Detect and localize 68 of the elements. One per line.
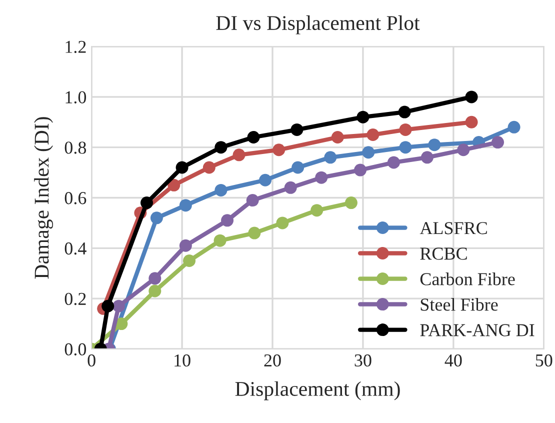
point <box>492 136 504 149</box>
point <box>232 148 246 162</box>
point <box>247 131 260 144</box>
point <box>150 212 163 224</box>
point <box>398 106 411 118</box>
chart-title: DI vs Displacement Plot <box>216 15 420 34</box>
point <box>214 184 228 196</box>
y-tick-label: 0.2 <box>64 292 86 306</box>
x-tick-label: 10 <box>174 354 190 367</box>
point <box>148 284 162 298</box>
point <box>214 141 228 154</box>
point <box>387 156 400 169</box>
point <box>331 131 344 144</box>
point <box>399 123 412 136</box>
y-axis-title: Damage Index (DI) <box>34 117 54 279</box>
point <box>272 144 286 156</box>
point <box>115 318 128 330</box>
point <box>356 110 370 124</box>
point <box>420 151 434 164</box>
point <box>202 161 216 174</box>
point <box>399 141 412 154</box>
y-tick-label: 0.4 <box>64 242 86 255</box>
point <box>354 164 367 176</box>
point <box>179 199 192 212</box>
point <box>183 254 196 268</box>
point <box>465 90 478 104</box>
x-tick-label: 20 <box>264 354 281 367</box>
legend-label: PARK-ANG DI <box>420 324 534 336</box>
point <box>246 194 259 207</box>
point <box>140 196 154 210</box>
point <box>362 146 375 159</box>
point <box>276 216 289 230</box>
point <box>102 300 114 312</box>
point <box>324 151 337 164</box>
point <box>214 234 226 247</box>
x-tick-label: 0 <box>88 354 96 367</box>
legend-label: Steel Fibre <box>420 298 498 311</box>
x-tick-label: 40 <box>444 354 462 367</box>
point <box>176 161 188 174</box>
point <box>465 116 478 128</box>
x-axis-title: Displacement (mm) <box>235 381 400 400</box>
point <box>290 123 304 136</box>
legend-label: RCBC <box>420 248 467 260</box>
legend-label: Carbon Fibre <box>420 272 515 286</box>
point <box>315 171 328 184</box>
legend-label: ALSFRC <box>420 222 487 234</box>
point <box>508 120 520 134</box>
point <box>284 181 297 194</box>
point <box>148 272 162 285</box>
point <box>248 226 261 240</box>
point <box>310 204 324 217</box>
point <box>221 214 234 227</box>
point <box>259 174 272 186</box>
y-tick-label: 0.0 <box>64 343 86 356</box>
point <box>112 300 125 312</box>
point <box>366 128 380 141</box>
x-tick-label: 30 <box>354 354 372 367</box>
y-tick-label: 0.8 <box>64 142 86 154</box>
point <box>168 178 180 192</box>
x-tick-label: 50 <box>536 354 552 367</box>
y-tick-label: 0.6 <box>64 192 86 204</box>
point <box>428 138 441 152</box>
y-tick-label: 1.2 <box>66 40 86 54</box>
y-tick-label: 1.0 <box>66 91 86 104</box>
point <box>292 161 304 174</box>
point <box>179 239 192 252</box>
point <box>344 196 358 210</box>
point <box>457 144 470 156</box>
